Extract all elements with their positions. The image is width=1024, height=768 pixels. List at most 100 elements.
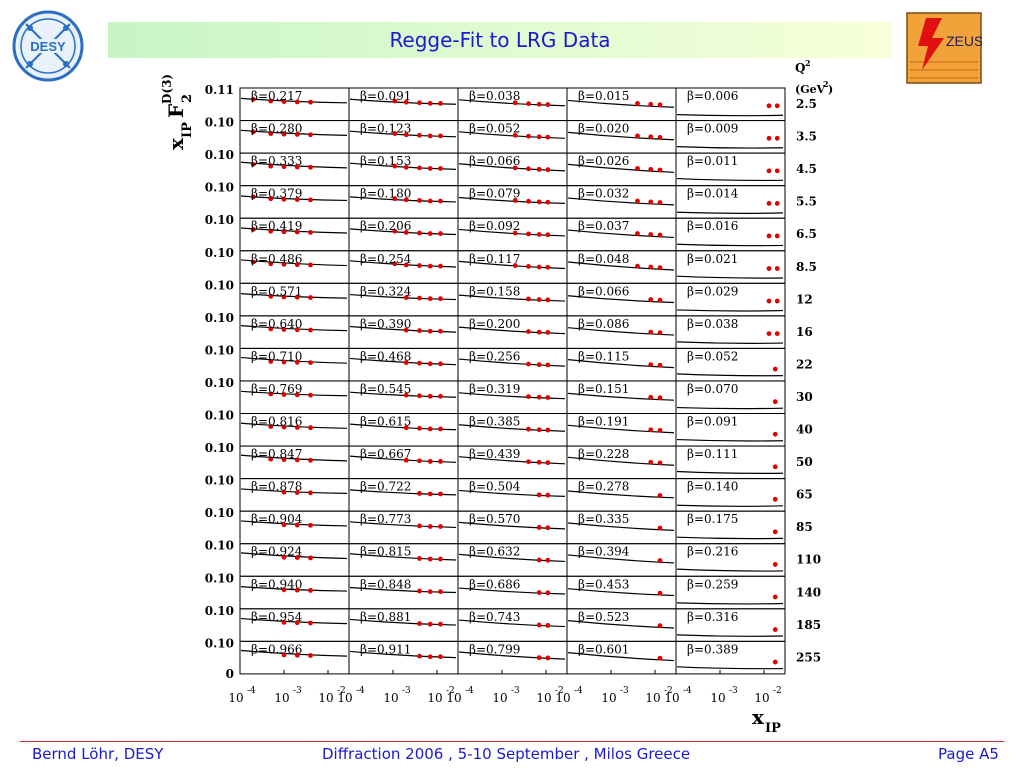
beta-label: β=0.486	[251, 252, 302, 266]
y-tick-label: 0.10	[205, 409, 234, 423]
fit-curve	[676, 145, 784, 149]
footer-conference: Diffraction 2006 , 5-10 September , Milo…	[322, 745, 691, 763]
data-point	[268, 456, 274, 462]
data-point	[250, 161, 256, 167]
beta-label: β=0.911	[360, 642, 411, 656]
fit-curve	[676, 243, 784, 247]
data-point	[772, 366, 778, 372]
data-point	[657, 493, 663, 498]
data-point	[427, 133, 433, 139]
fit-curve	[676, 373, 784, 377]
beta-label: β=0.200	[469, 317, 520, 331]
q2-value: 110	[796, 553, 821, 567]
data-point	[427, 589, 433, 595]
panel-frame	[675, 640, 786, 675]
data-point	[417, 165, 422, 171]
y-tick-label: 0.10	[205, 506, 234, 520]
fit-curve	[240, 617, 348, 625]
data-point	[766, 103, 772, 109]
data-point	[268, 228, 274, 234]
q2-value: 85	[796, 520, 813, 534]
x-tick-label: -3	[729, 686, 738, 696]
data-point	[438, 556, 443, 562]
data-point	[774, 135, 780, 141]
fit-curve	[458, 651, 566, 660]
x-tick-label: -2	[555, 686, 564, 696]
fit-curve	[349, 521, 457, 529]
data-point	[417, 425, 422, 431]
data-point	[281, 587, 287, 593]
beta-label: β=0.079	[469, 187, 520, 201]
footer-divider	[20, 741, 1004, 742]
data-point	[545, 525, 551, 531]
fit-curve	[458, 619, 566, 628]
data-point	[403, 99, 409, 105]
fit-curve	[458, 196, 566, 205]
data-point	[294, 490, 300, 495]
beta-label: β=0.052	[469, 122, 520, 136]
beta-label: β=0.966	[251, 642, 302, 656]
data-point	[545, 199, 551, 205]
q2-header: Q	[795, 61, 805, 75]
beta-label: β=0.743	[469, 610, 520, 624]
fit-curve	[676, 275, 784, 279]
footer-page-number: Page A5	[938, 745, 999, 763]
data-point	[545, 460, 551, 466]
data-point	[308, 620, 313, 626]
data-point	[648, 329, 654, 335]
data-point	[403, 132, 409, 138]
data-point	[438, 231, 443, 236]
data-point	[545, 264, 551, 270]
beta-label: β=0.052	[687, 349, 738, 363]
data-point	[427, 296, 433, 302]
beta-label: β=0.021	[687, 252, 738, 266]
data-point	[308, 588, 313, 593]
beta-label: β=0.151	[578, 382, 629, 396]
beta-label: β=0.029	[687, 284, 738, 298]
data-point	[427, 100, 433, 106]
data-point	[438, 133, 443, 139]
data-point	[772, 529, 778, 535]
data-point	[403, 197, 409, 203]
x-tick-label: 10	[337, 691, 352, 705]
data-point	[308, 164, 313, 170]
fit-curve	[349, 293, 457, 301]
data-point	[308, 360, 313, 366]
beta-label: β=0.111	[687, 447, 738, 461]
q2-value: 3.5	[796, 130, 817, 144]
data-point	[427, 263, 433, 269]
data-point	[657, 232, 663, 238]
data-point	[417, 263, 422, 268]
data-point	[657, 135, 663, 140]
data-point	[536, 101, 542, 107]
data-point	[657, 427, 663, 433]
q2-value: 40	[796, 423, 813, 437]
fit-curve	[567, 197, 675, 206]
beta-label: β=0.954	[251, 610, 303, 624]
data-point	[648, 166, 654, 172]
data-point	[774, 201, 780, 206]
data-point	[772, 431, 778, 437]
data-point	[648, 264, 654, 270]
data-point	[766, 135, 772, 141]
fit-curve	[240, 422, 348, 429]
data-point	[308, 457, 313, 463]
data-point	[438, 296, 443, 302]
beta-label: β=0.020	[578, 122, 629, 136]
fit-curve	[567, 359, 675, 369]
beta-label: β=0.158	[469, 284, 520, 298]
x-tick-label: -2	[446, 686, 455, 696]
data-point	[417, 523, 422, 529]
data-point	[281, 164, 287, 170]
beta-label: β=0.014	[687, 187, 739, 201]
fit-curve	[567, 99, 675, 108]
data-point	[512, 100, 518, 106]
x-tick-label: 10	[427, 691, 442, 705]
data-point	[294, 132, 300, 137]
data-point	[545, 427, 551, 433]
data-point	[438, 328, 443, 334]
beta-label: β=0.324	[360, 284, 412, 298]
beta-label: β=0.940	[251, 577, 302, 591]
data-point	[268, 261, 274, 267]
fit-curve	[458, 456, 566, 465]
